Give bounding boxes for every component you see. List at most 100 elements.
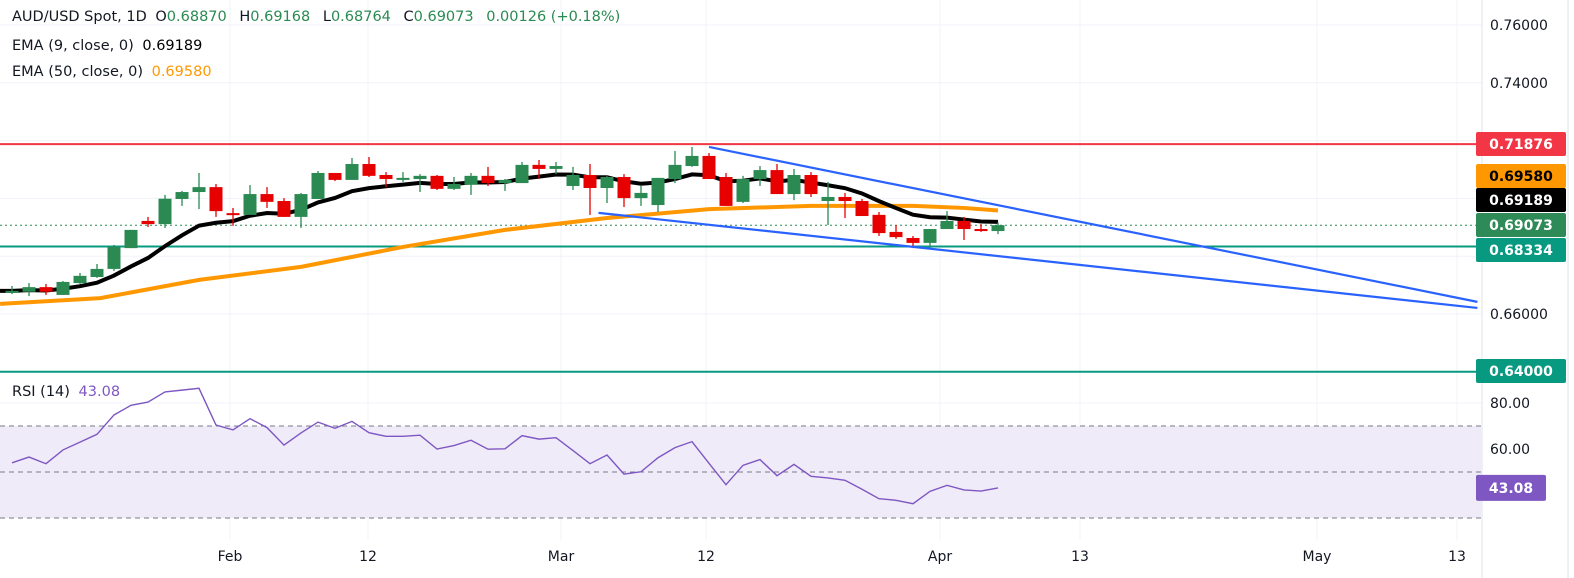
candle-up xyxy=(600,177,614,188)
candle-up xyxy=(107,246,121,269)
rsi-tick-label: 60.00 xyxy=(1490,442,1530,458)
trendline xyxy=(708,145,1478,303)
candle-down xyxy=(838,196,852,202)
candle-up xyxy=(5,290,19,293)
close-value: 0.69073 xyxy=(413,9,474,25)
candle-up xyxy=(651,177,665,206)
candle-up xyxy=(991,225,1005,232)
rsi-badge xyxy=(1476,474,1546,501)
ema50-path xyxy=(0,203,999,306)
rsi-badge-label: 43.08 xyxy=(1489,481,1533,497)
time-tick-label: 12 xyxy=(359,549,377,565)
price-badge xyxy=(1476,213,1566,237)
time-tick-label: Apr xyxy=(928,549,952,565)
candle-down xyxy=(430,175,444,189)
candle-down xyxy=(481,175,495,184)
candle-up xyxy=(498,179,512,184)
ema50-line xyxy=(0,203,999,306)
candle-up xyxy=(787,174,801,195)
price-badge xyxy=(1476,132,1566,156)
candle-up xyxy=(447,183,461,189)
candle-down xyxy=(226,213,240,216)
candle-down xyxy=(906,237,920,243)
candle-down xyxy=(974,229,988,232)
candle-down xyxy=(719,177,733,206)
candle-up xyxy=(243,194,257,215)
candle-up xyxy=(549,166,563,169)
candle-down xyxy=(39,287,53,292)
candle-down xyxy=(872,214,886,234)
candle-up xyxy=(56,281,70,295)
time-tick-label: Feb xyxy=(218,549,243,565)
price-badge-label: 0.68334 xyxy=(1489,243,1553,259)
price-badge-label: 0.69580 xyxy=(1489,169,1553,185)
ema9-legend[interactable]: EMA (9, close, 0) 0.69189 xyxy=(12,38,206,54)
candle-down xyxy=(277,201,291,217)
candle-up xyxy=(753,170,767,180)
rsi-band xyxy=(0,425,1482,519)
rsi-label: RSI (14) xyxy=(12,384,70,400)
rsi-legend[interactable]: RSI (14) 43.08 xyxy=(12,384,124,400)
symbol-legend[interactable]: AUD/USD Spot, 1D O0.68870 H0.69168 L0.68… xyxy=(12,9,624,25)
trendlines xyxy=(598,145,1478,310)
high-value: 0.69168 xyxy=(250,9,311,25)
price-badge xyxy=(1476,188,1566,212)
candle-up xyxy=(175,192,189,199)
price-badge-label: 0.64000 xyxy=(1489,364,1553,380)
high-label: H xyxy=(239,9,251,25)
time-tick-label: Mar xyxy=(548,549,575,565)
candle-up xyxy=(464,175,478,185)
rsi-path xyxy=(11,387,999,505)
candle-up xyxy=(192,187,206,193)
price-tick-label: 0.76000 xyxy=(1490,18,1548,34)
candle-down xyxy=(141,220,155,225)
open-label: O xyxy=(155,9,167,25)
candle-down xyxy=(957,220,971,230)
symbol-title: AUD/USD Spot, 1D xyxy=(12,9,147,25)
price-badge-label: 0.69189 xyxy=(1489,193,1553,209)
candle-up xyxy=(345,164,359,180)
candle-up xyxy=(923,229,937,243)
candle-down xyxy=(532,164,546,169)
candle-down xyxy=(804,174,818,195)
time-tick-label: May xyxy=(1303,549,1332,565)
candle-down xyxy=(702,155,716,180)
candle-up xyxy=(566,174,580,186)
candle-down xyxy=(379,174,393,180)
ema50-label: EMA (50, close, 0) xyxy=(12,64,143,80)
price-badges: 0.71876 0.69580 0.69189 0.69073 0.68334 0.640… xyxy=(1476,132,1566,501)
close-label: C xyxy=(403,9,414,25)
price-tick-label: 0.66000 xyxy=(1490,307,1548,323)
candle-up xyxy=(515,164,529,184)
candle-down xyxy=(617,177,631,199)
candle-down xyxy=(855,201,869,217)
candle-up xyxy=(73,275,87,284)
candle-up xyxy=(634,192,648,199)
price-badge xyxy=(1476,164,1566,188)
candle-up xyxy=(736,179,750,202)
candle-up xyxy=(413,175,427,180)
candle-down xyxy=(362,164,376,176)
candle-up xyxy=(294,194,308,217)
candle-down xyxy=(209,187,223,212)
candle-up xyxy=(668,164,682,180)
ema50-value: 0.69580 xyxy=(151,64,212,80)
price-axis: 0.76000 0.74000 0.66000 80.00 60.00 xyxy=(1490,18,1548,458)
candle-down xyxy=(583,174,597,188)
time-tick-label: 12 xyxy=(697,549,715,565)
ema9-value: 0.69189 xyxy=(142,38,203,54)
candle-up xyxy=(396,177,410,180)
candle-down xyxy=(328,172,342,180)
candle-down xyxy=(770,170,784,195)
ema50-legend[interactable]: EMA (50, close, 0) 0.69580 xyxy=(12,64,216,80)
price-badge-label: 0.69073 xyxy=(1489,218,1553,234)
horizontal-lines xyxy=(0,143,1482,373)
open-value: 0.68870 xyxy=(166,9,227,25)
price-tick-label: 0.74000 xyxy=(1490,76,1548,92)
change-value: 0.00126 (+0.18%) xyxy=(486,9,621,25)
candle-up xyxy=(90,268,104,278)
candle-up xyxy=(22,287,36,292)
candle-up xyxy=(124,229,138,249)
